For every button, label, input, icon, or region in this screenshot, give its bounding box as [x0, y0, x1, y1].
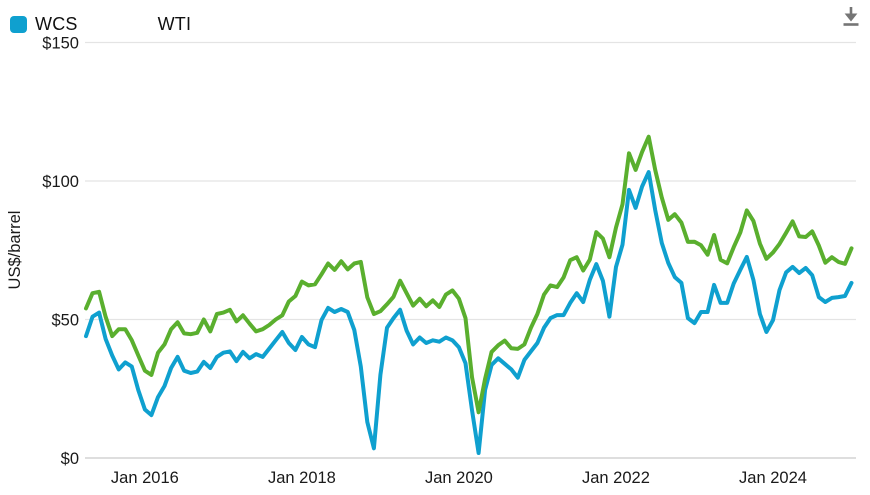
y-tick-label: $50 — [51, 312, 79, 330]
y-tick-label: $0 — [61, 450, 79, 468]
x-tick-label: Jan 2018 — [268, 469, 336, 487]
legend-item-wti[interactable]: WTI — [133, 15, 192, 33]
x-tick-label: Jan 2022 — [582, 469, 650, 487]
wti-legend-label: WTI — [157, 14, 192, 34]
y-axis-title: US$/barrel — [6, 211, 24, 290]
wcs-swatch — [10, 15, 27, 33]
legend-item-wcs[interactable]: WCS — [10, 15, 78, 33]
wti-line[interactable] — [84, 134, 854, 415]
download-button[interactable] — [838, 3, 864, 29]
x-tick-label: Jan 2016 — [111, 469, 179, 487]
chart-legend: WCS WTI — [10, 15, 191, 33]
download-icon — [843, 7, 859, 26]
wcs-line[interactable] — [84, 170, 854, 455]
x-tick-label: Jan 2020 — [425, 469, 493, 487]
wti-swatch — [133, 16, 150, 33]
wcs-legend-label: WCS — [35, 14, 78, 34]
x-tick-label: Jan 2024 — [739, 469, 807, 487]
y-tick-label: $100 — [42, 173, 79, 191]
y-tick-label: $150 — [42, 35, 79, 53]
